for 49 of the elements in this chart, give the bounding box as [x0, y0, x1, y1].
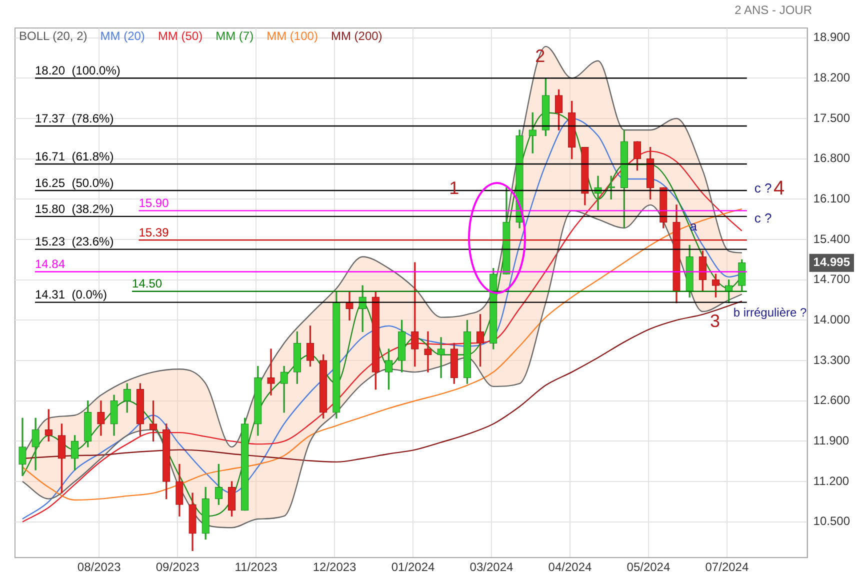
x-tick-label: 05/2024 — [626, 560, 670, 574]
y-tick-label: 11.900 — [813, 434, 850, 448]
text: MM (200) — [330, 29, 382, 43]
ref-line-label: 15.23 (23.6%) — [35, 234, 114, 249]
annotation: 4 — [773, 178, 785, 200]
y-tick-label: 11.200 — [813, 474, 850, 488]
candlestick — [437, 337, 445, 378]
ref-line-label: 14.50 — [132, 276, 162, 291]
x-tick-label: 08/2023 — [77, 560, 122, 574]
y-tick-label: 16.100 — [813, 191, 850, 206]
x-tick-label: 11/2023 — [234, 560, 278, 574]
ref-line-label: 15.39 — [138, 225, 170, 240]
legend-title: BOLL (20, 2) — [19, 29, 88, 43]
y-tick-label: 14.700 — [813, 272, 850, 286]
x-tick-label: 04/2024 — [548, 560, 592, 574]
ref-line-label: 17.37 (78.6%) — [35, 111, 114, 126]
ref-line-label: 16.25 (50.0%) — [35, 176, 114, 190]
ref-line-label: 15.90 — [138, 196, 170, 210]
chart-subtitle: 2 ANS - JOUR — [734, 3, 812, 17]
y-tick-label: 16.800 — [813, 151, 850, 166]
x-tick-label: 01/2024 — [391, 560, 436, 574]
y-tick-label: 12.600 — [813, 393, 850, 408]
x-tick-label: 12/2023 — [312, 560, 357, 574]
ref-line-label: 15.80 (38.2%) — [35, 202, 114, 216]
annotation: b irrégulière ? — [733, 305, 808, 320]
y-tick-label: 15.400 — [813, 232, 850, 246]
ref-line-label: 18.20 (100.0%) — [35, 63, 120, 78]
annotation: 3 — [710, 310, 720, 331]
candlestick — [424, 331, 432, 372]
y-tick-label: 18.200 — [813, 70, 850, 84]
text: MM (50) — [158, 29, 203, 43]
text: MM (7) — [216, 29, 254, 43]
y-tick-label: 10.500 — [813, 514, 850, 528]
annotation: c ? — [754, 180, 772, 196]
ref-line-label: 16.71 (61.8%) — [35, 149, 114, 164]
text: MM (100) — [266, 29, 318, 43]
x-tick-label: 07/2024 — [705, 560, 749, 574]
y-tick-label: 17.500 — [813, 110, 850, 125]
y-tick-label: 18.900 — [813, 30, 850, 44]
y-tick-label: 14.000 — [813, 312, 850, 326]
ref-line-label: 14.84 — [35, 257, 66, 272]
x-tick-label: 03/2024 — [470, 560, 514, 574]
y-tick-label: 13.300 — [813, 352, 850, 367]
text: MM (20) — [100, 29, 145, 43]
annotation: c ? — [754, 210, 772, 226]
text: 14.995 — [813, 255, 850, 270]
ref-line-label: 14.31 (0.0%) — [35, 288, 108, 302]
x-tick-label: 09/2023 — [156, 560, 200, 574]
candlestick — [267, 348, 275, 396]
